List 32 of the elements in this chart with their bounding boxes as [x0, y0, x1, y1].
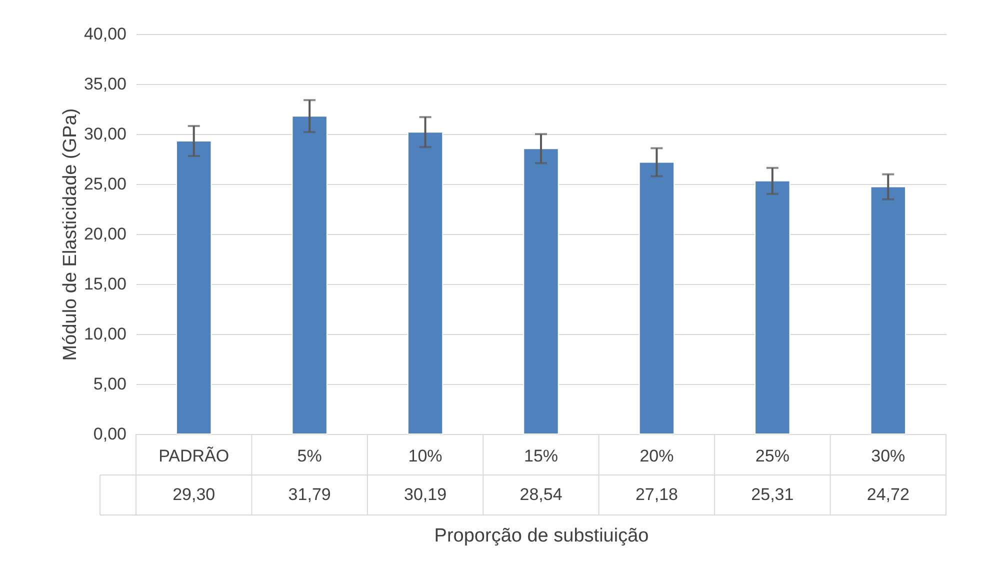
bar	[638, 162, 675, 434]
bar	[292, 116, 328, 434]
x-tick-label: 25%	[755, 446, 790, 466]
y-axis-title: Módulo de Elasticidade (GPa)	[60, 108, 81, 361]
bar	[407, 132, 444, 434]
data-label: 30,19	[404, 485, 447, 504]
data-label: 27,18	[635, 485, 678, 504]
x-tick-label: 20%	[640, 446, 674, 466]
x-tick-label: 10%	[408, 446, 442, 466]
x-axis-title: Proporção de substiuição	[434, 526, 649, 546]
y-tick-label: 0,00	[93, 424, 126, 444]
data-label: 25,31	[751, 485, 794, 504]
data-label: 24,72	[866, 485, 910, 504]
bar	[523, 148, 559, 434]
y-tick-label: 30,00	[84, 124, 126, 144]
y-tick-label: 20,00	[84, 224, 126, 244]
y-tick-label: 25,00	[84, 174, 126, 194]
x-tick-label: 30%	[871, 446, 906, 466]
bar	[176, 140, 212, 434]
y-tick-label: 40,00	[84, 24, 126, 44]
y-tick-label: 5,00	[93, 374, 126, 394]
x-tick-label: 15%	[524, 446, 558, 466]
x-tick-label: PADRÃO	[158, 446, 230, 466]
y-tick-label: 35,00	[84, 74, 126, 94]
y-tick-label: 10,00	[84, 324, 126, 344]
bar	[870, 186, 906, 434]
data-label: 28,54	[520, 485, 562, 504]
data-label: 31,79	[288, 485, 331, 504]
x-tick-label: 5%	[297, 446, 322, 466]
y-tick-label: 15,00	[84, 274, 126, 294]
data-label: 29,30	[172, 485, 216, 504]
bar	[754, 180, 790, 434]
